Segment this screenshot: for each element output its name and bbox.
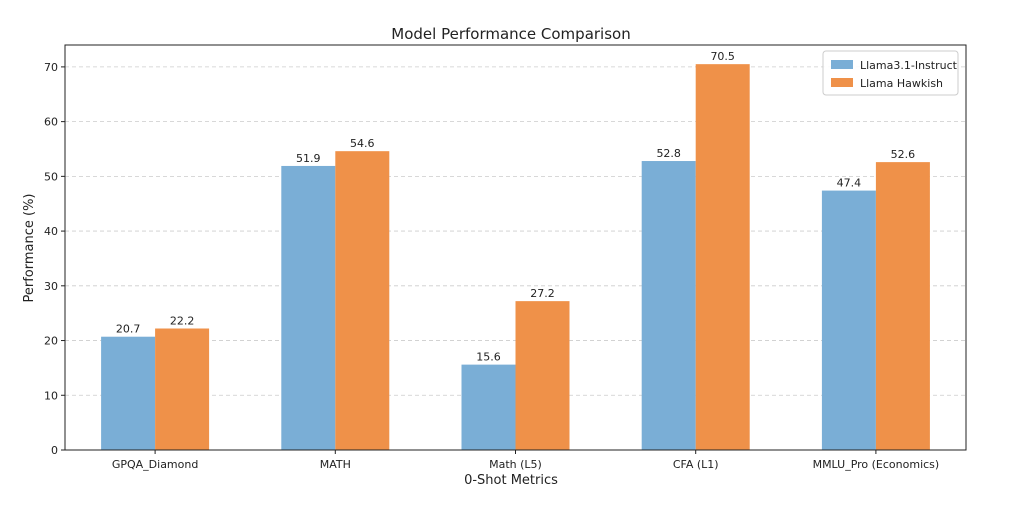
bar xyxy=(335,151,390,451)
bar-value-label: 47.4 xyxy=(837,177,862,190)
legend-swatch xyxy=(831,60,853,69)
chart-title: Model Performance Comparison xyxy=(391,25,630,43)
bar-value-labels: 20.7 22.2 51.9 54.6 15.6 27.2 52.8 70.5 47.4 52.6 xyxy=(116,50,915,363)
y-tick-label: 10 xyxy=(44,389,58,402)
x-tick-label: Math (L5) xyxy=(489,458,542,471)
y-tick-label: 60 xyxy=(44,116,58,129)
bar xyxy=(695,64,750,451)
bar-value-label: 22.2 xyxy=(170,315,195,328)
axes: 0 10 20 30 40 50 60 70 GPQA_Diamond MATH Math (L5)… xyxy=(44,44,967,471)
plot-frame xyxy=(64,44,967,451)
bar xyxy=(155,328,210,450)
bar xyxy=(515,301,570,450)
bar xyxy=(821,190,876,450)
legend-label: Llama3.1-Instruct xyxy=(860,59,958,72)
x-tick-label: GPQA_Diamond xyxy=(112,458,199,471)
x-tick-label: MATH xyxy=(320,458,351,471)
bar-value-label: 52.6 xyxy=(891,148,916,161)
bar-value-label: 51.9 xyxy=(296,152,321,165)
bar xyxy=(461,364,516,450)
x-tick-label: CFA (L1) xyxy=(673,458,719,471)
grid-lines xyxy=(65,66,966,396)
bar-value-label: 54.6 xyxy=(350,137,375,150)
bar xyxy=(641,161,696,450)
bar-value-label: 27.2 xyxy=(530,287,555,300)
bar-value-label: 70.5 xyxy=(710,50,735,63)
bar xyxy=(281,165,336,450)
bars xyxy=(101,64,930,451)
y-tick-label: 20 xyxy=(44,335,58,348)
y-tick-label: 40 xyxy=(44,225,58,238)
bar-value-label: 52.8 xyxy=(656,147,681,160)
x-tick-label: MMLU_Pro (Economics) xyxy=(813,458,940,471)
y-tick-label: 0 xyxy=(51,444,58,457)
y-axis-label: Performance (%) xyxy=(22,193,37,302)
legend-swatch xyxy=(831,78,853,87)
y-tick-label: 50 xyxy=(44,170,58,183)
x-axis-label: 0-Shot Metrics xyxy=(464,473,558,488)
bar xyxy=(101,336,156,450)
legend-box xyxy=(822,50,959,96)
bar xyxy=(875,162,930,450)
y-tick-label: 70 xyxy=(44,61,58,74)
legend-label: Llama Hawkish xyxy=(860,77,943,90)
bar-value-label: 15.6 xyxy=(476,351,501,364)
legend: Llama3.1-Instruct Llama Hawkish xyxy=(822,50,959,96)
bar-value-label: 20.7 xyxy=(116,323,141,336)
y-tick-label: 30 xyxy=(44,280,58,293)
